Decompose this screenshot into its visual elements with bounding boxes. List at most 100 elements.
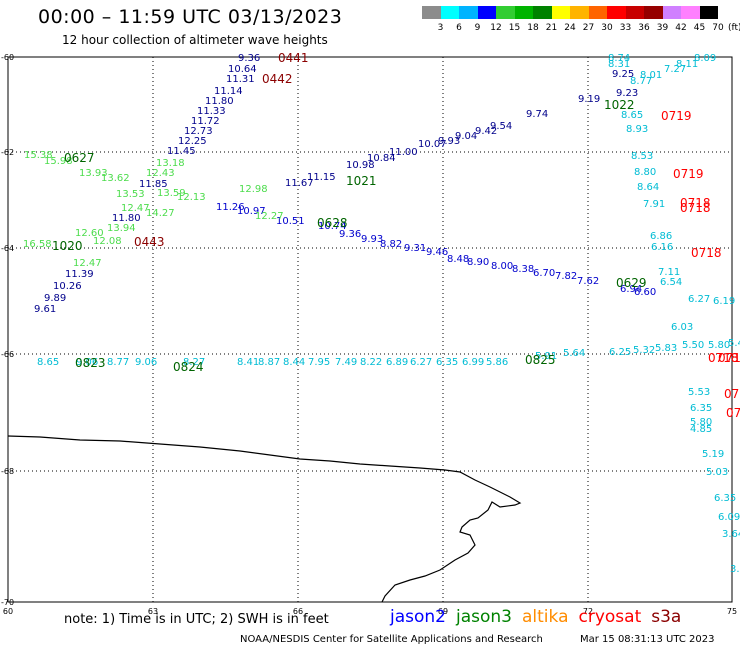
wave-height-value: 7.49: [335, 357, 357, 368]
satellite-legend: jason2 jason3 altika cryosat s3a: [390, 607, 691, 627]
pass-time-label: 0627: [64, 151, 95, 165]
wave-height-value: 3.8: [730, 564, 740, 575]
wave-height-value: 6.94: [620, 284, 642, 295]
satellite-jason2: jason2: [390, 607, 446, 627]
legend-label: 21: [545, 23, 558, 33]
wave-height-value: 3.64: [722, 529, 740, 540]
legend-label: 36: [638, 23, 650, 33]
wave-height-value: 15.38: [24, 150, 53, 161]
pass-time-label: 0719: [673, 167, 704, 181]
wave-height-value: 4.85: [690, 424, 712, 435]
wave-height-value: 6.27: [688, 294, 710, 305]
legend-label: 27: [582, 23, 595, 33]
wave-height-value: 13.18: [156, 158, 185, 169]
legend-label: 12: [490, 23, 502, 33]
wave-height-value: 11.26: [216, 202, 245, 213]
wave-height-value: 8.87: [258, 357, 280, 368]
legend-swatch: [551, 6, 570, 19]
legend-swatch: [440, 6, 459, 19]
wave-height-value: 7.95: [308, 357, 330, 368]
wave-height-value: 7.91: [643, 199, 665, 210]
wave-height-value: 10.74: [318, 221, 347, 232]
wave-height-value: 5.83: [655, 343, 677, 354]
wave-height-value: 8.64: [637, 182, 659, 193]
wave-height-value: 8.44: [283, 357, 305, 368]
wave-height-value: 11.33: [197, 106, 226, 117]
legend-label: 6: [456, 23, 462, 33]
wave-height-value: 9.06: [76, 357, 98, 368]
wave-height-value: 12.47: [121, 203, 150, 214]
pass-time-label: 071: [726, 406, 740, 420]
wave-height-value: 8.27: [183, 357, 205, 368]
legend-label: 33: [619, 23, 632, 33]
wave-height-value: 5.32: [633, 345, 655, 356]
wave-height-value: 9.04: [455, 131, 477, 142]
wave-height-value: 9.19: [578, 94, 600, 105]
wave-height-value: 11.72: [191, 116, 220, 127]
wave-height-value: 10.84: [367, 153, 396, 164]
wave-height-value: 8.65: [37, 357, 59, 368]
satellite-jason3: jason3: [456, 607, 512, 627]
latitude-label: -60: [1, 53, 14, 62]
legend-label: 39: [656, 23, 669, 33]
wave-height-value: 8.82: [380, 239, 402, 250]
wave-height-value: 9.74: [526, 109, 548, 120]
credit-text: NOAA/NESDIS Center for Satellite Applica…: [240, 634, 543, 645]
wave-height-value: 6.54: [660, 277, 682, 288]
legend-label: 42: [675, 23, 687, 33]
wave-height-value: 5.80: [690, 417, 712, 428]
longitude-label: 69: [438, 607, 448, 616]
wave-height-value: 7.27: [664, 64, 686, 75]
wave-height-value: 5.53: [688, 387, 710, 398]
wave-height-value: 7.82: [555, 271, 577, 282]
wave-height-value: 6.03: [671, 322, 693, 333]
wave-height-value: 11.39: [65, 269, 94, 280]
legend-swatch: [644, 6, 663, 19]
satellite-altika: altika: [522, 607, 569, 627]
pass-time-label: 0825: [525, 353, 556, 367]
latitude-label: -64: [1, 244, 14, 253]
wave-height-value: 8.09: [694, 53, 716, 64]
legend-label: 70: [712, 23, 724, 33]
legend-label: 45: [693, 23, 706, 33]
satellite-s3a: s3a: [651, 607, 682, 627]
wave-height-value: 10.97: [237, 206, 266, 217]
legend-swatch: [477, 6, 496, 19]
pass-time-labels: 0441 0442 0443 0627 0628 0629 1020 1021 1022 0823…: [52, 51, 740, 420]
pass-time-label: 0719: [661, 109, 692, 123]
pass-time-label: 0824: [173, 360, 204, 374]
wave-height-value: 8.53: [631, 151, 653, 162]
longitude-label: 75: [727, 607, 737, 616]
wave-height-value: 11.80: [112, 213, 141, 224]
wave-height-value: 15.98: [44, 156, 73, 167]
antarctic-coastline: [7, 435, 522, 603]
wave-height-value: 11.14: [214, 86, 243, 97]
wave-height-value: 8.41: [237, 357, 259, 368]
legend-swatch: [625, 6, 644, 19]
wave-height-value: 13.53: [116, 189, 145, 200]
map-frame: [7, 56, 733, 603]
wave-height-value: 12.98: [239, 184, 268, 195]
wave-height-value: 10.51: [276, 216, 305, 227]
wave-height-value: 10.07: [418, 139, 447, 150]
pass-time-label: 0718: [680, 196, 711, 210]
wave-height-value: 8.38: [512, 264, 534, 275]
wave-height-value: 8.74: [608, 53, 630, 64]
wave-height-value: 9.93: [361, 234, 383, 245]
legend-swatch: [699, 6, 718, 19]
legend-swatch: [459, 6, 478, 19]
legend-label: 15: [508, 23, 521, 33]
wave-height-value: 9.89: [44, 293, 66, 304]
wave-height-value: 8.48: [447, 254, 469, 265]
wave-height-value: 11.85: [139, 179, 168, 190]
wave-height-value: 11.80: [205, 96, 234, 107]
wave-height-value: 11.31: [226, 74, 255, 85]
wave-height-value: 9.61: [34, 304, 56, 315]
pass-time-label: 0823: [75, 356, 106, 370]
legend-label: 9: [474, 23, 481, 33]
wave-height-value: 5.64: [563, 348, 585, 359]
legend-swatch: [662, 6, 681, 19]
